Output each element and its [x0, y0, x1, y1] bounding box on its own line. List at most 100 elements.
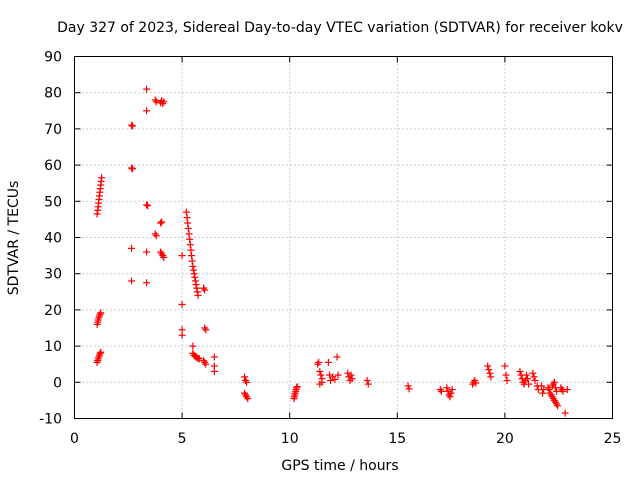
data-point — [344, 369, 352, 377]
x-tick-label: 25 — [604, 431, 622, 447]
data-point — [129, 122, 137, 130]
data-point — [347, 371, 355, 379]
data-point — [191, 273, 199, 281]
data-point — [186, 241, 194, 249]
data-point — [194, 291, 202, 299]
x-tick-label: 15 — [388, 431, 406, 447]
data-point — [503, 376, 511, 384]
data-point — [243, 378, 251, 386]
data-point — [331, 375, 339, 383]
data-point — [472, 379, 480, 387]
axis-ticks — [74, 56, 613, 419]
data-point — [184, 219, 192, 227]
data-point — [550, 378, 558, 386]
y-tick-label: 40 — [44, 231, 62, 247]
data-point — [563, 386, 571, 394]
data-point — [129, 165, 137, 173]
data-point — [97, 348, 105, 356]
data-point — [151, 230, 159, 238]
data-point — [486, 369, 494, 377]
data-point — [448, 386, 456, 394]
data-point — [96, 310, 104, 318]
data-point — [202, 326, 210, 334]
y-tick-label: 0 — [53, 375, 62, 391]
data-point — [190, 270, 198, 278]
chart-title: Day 327 of 2023, Sidereal Day-to-day VTE… — [57, 20, 623, 36]
y-tick-label: 30 — [44, 267, 62, 283]
x-tick-label: 5 — [178, 431, 187, 447]
plot-frame — [74, 56, 613, 419]
data-points — [93, 85, 571, 417]
data-point — [128, 244, 136, 252]
data-point — [97, 309, 105, 317]
data-point — [316, 367, 324, 375]
x-tick-label: 0 — [70, 431, 79, 447]
data-point — [188, 257, 196, 265]
data-point — [484, 362, 492, 370]
data-point — [144, 202, 152, 210]
data-point — [193, 284, 201, 292]
data-point — [178, 331, 186, 339]
data-point — [187, 246, 195, 254]
data-point — [98, 174, 106, 182]
y-axis-label: SDTVAR / TECUs — [6, 181, 22, 296]
data-point — [192, 281, 200, 289]
data-point — [160, 253, 168, 261]
data-point — [191, 277, 199, 285]
data-point — [93, 210, 101, 218]
data-point — [405, 385, 413, 393]
data-point — [178, 252, 186, 260]
data-point — [160, 98, 168, 106]
data-point — [201, 286, 209, 294]
data-point — [152, 98, 160, 106]
data-point — [200, 284, 208, 292]
data-point — [128, 121, 136, 129]
data-point — [327, 376, 335, 384]
data-point — [186, 235, 194, 243]
data-point — [143, 107, 151, 115]
data-point — [185, 230, 193, 238]
data-point — [443, 384, 451, 392]
data-point — [363, 376, 371, 384]
data-point — [446, 393, 454, 401]
grid — [74, 56, 613, 419]
data-point — [436, 386, 444, 394]
data-point — [152, 232, 160, 240]
data-point — [537, 382, 545, 390]
data-point — [293, 384, 301, 392]
data-point — [188, 252, 196, 260]
data-point — [553, 387, 561, 395]
data-point — [523, 375, 531, 383]
data-point — [314, 360, 322, 368]
y-tick-label: 70 — [44, 122, 62, 138]
data-point — [201, 324, 209, 332]
data-point — [554, 402, 562, 410]
data-point — [193, 288, 201, 296]
data-point — [539, 389, 547, 397]
data-point — [96, 349, 104, 357]
data-point — [202, 360, 210, 368]
data-point — [143, 279, 151, 287]
data-point — [485, 366, 493, 374]
data-point — [525, 380, 533, 388]
data-point — [157, 219, 165, 227]
y-tick-label: 80 — [44, 86, 62, 102]
data-point — [531, 376, 539, 384]
tick-labels: 0 5 10 15 20 25 -10 0 10 20 30 40 50 60 70 80 90 — [39, 50, 621, 448]
data-point — [201, 358, 209, 366]
data-point — [143, 248, 151, 256]
data-point — [95, 312, 103, 320]
data-point — [183, 214, 191, 222]
data-point — [333, 353, 341, 361]
data-point — [244, 395, 252, 403]
data-point — [158, 218, 166, 226]
data-point — [293, 383, 301, 391]
x-axis-label: GPS time / hours — [281, 458, 398, 474]
data-point — [182, 208, 190, 216]
data-point — [529, 369, 537, 377]
y-tick-label: -10 — [39, 412, 62, 428]
data-point — [210, 353, 218, 361]
x-tick-label: 20 — [496, 431, 514, 447]
y-tick-label: 60 — [44, 158, 62, 174]
